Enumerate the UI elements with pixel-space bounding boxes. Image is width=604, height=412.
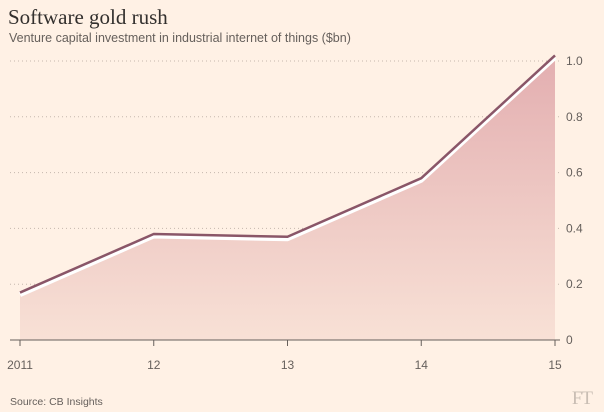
- x-axis: [10, 339, 560, 346]
- series-line-highlight: [18, 55, 557, 297]
- y-axis: 0 0.2 0.4 0.6 0.8 1.0: [566, 54, 583, 347]
- x-axis-labels: 2011 12 13 14 15: [7, 358, 562, 372]
- ft-logo: FT: [571, 388, 593, 409]
- y-tick-label: 0.6: [566, 166, 583, 180]
- chart-subtitle: Venture capital investment in industrial…: [9, 31, 351, 45]
- x-tick-label: 12: [147, 358, 161, 372]
- x-tick-label: 14: [415, 358, 429, 372]
- source-note: Source: CB Insights: [10, 396, 103, 408]
- y-tick-label: 1.0: [566, 54, 583, 68]
- y-tick-label: 0: [566, 333, 573, 347]
- y-tick-label: 0.4: [566, 221, 583, 235]
- x-tick-label: 13: [281, 358, 295, 372]
- chart-title: Software gold rush: [8, 5, 168, 29]
- x-tick-label: 2011: [7, 358, 33, 372]
- area-fill: [20, 55, 555, 341]
- area-series: [18, 54, 557, 341]
- y-tick-label: 0.8: [566, 110, 583, 124]
- y-tick-label: 0.2: [566, 277, 583, 291]
- x-tick-label: 15: [548, 358, 562, 372]
